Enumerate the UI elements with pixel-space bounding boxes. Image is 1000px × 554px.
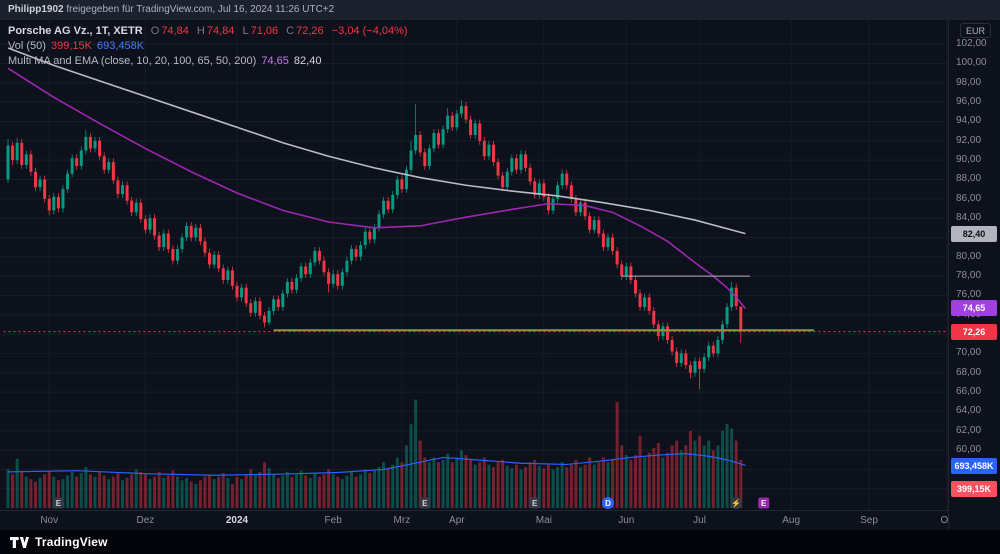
- price-tick-label: 68,00: [956, 366, 982, 378]
- ohlc-open-value: 74,84: [161, 25, 189, 37]
- price-tick-label: 78,00: [956, 270, 982, 282]
- volume-value: 399,15K: [50, 40, 92, 52]
- price-tick-label: 64,00: [956, 405, 982, 417]
- price-tick-label: 76,00: [956, 289, 982, 301]
- price-tick-label: 66,00: [956, 386, 982, 398]
- svg-text:D: D: [605, 499, 611, 508]
- volume-series: [6, 399, 743, 508]
- chart-pane[interactable]: E E E D ⚡ E Porsche AG Vz., 1T, XETR O 74,84 H…: [0, 20, 948, 510]
- svg-text:⚡: ⚡: [731, 498, 741, 508]
- ohlc-close-label: C: [286, 25, 295, 37]
- change-value: −3,04 (−4,04%): [331, 25, 408, 37]
- price-tick-label: 86,00: [956, 192, 982, 204]
- time-tick-label: Feb: [324, 515, 342, 526]
- time-tick-label: Nov: [40, 515, 59, 526]
- legend-volume-row: Vol (50) 399,15K 693,458K: [8, 39, 408, 54]
- timeline-event-marker[interactable]: D: [601, 497, 614, 509]
- ohlc-high-value: 74,84: [206, 25, 235, 37]
- price-axis-badge: 399,15K: [951, 481, 997, 498]
- price-tick-label: 60,00: [956, 444, 982, 456]
- multi-ma-title[interactable]: Multi MA and EMA (close, 10, 20, 100, 65…: [8, 55, 257, 67]
- price-plot[interactable]: E E E D ⚡ E: [0, 20, 948, 510]
- price-tick-label: 80,00: [956, 250, 982, 262]
- ma-200-line[interactable]: [7, 47, 746, 235]
- time-axis[interactable]: Nov Dez 2024 Feb Mrz Apr Mai Jun Jul Aug Sep Ok: [0, 510, 948, 530]
- timeline-event-marker[interactable]: E: [529, 497, 541, 509]
- ohlc-close-value: 72,26: [296, 25, 324, 37]
- price-axis-badge: 82,40: [951, 225, 997, 242]
- svg-text:E: E: [532, 499, 538, 508]
- tradingview-logo-icon[interactable]: [10, 536, 29, 549]
- time-tick-label: Mai: [535, 515, 552, 526]
- volume-ma-line[interactable]: [7, 452, 746, 476]
- price-tick-label: 98,00: [956, 76, 982, 88]
- banner-text: freigegeben für TradingView.com, Jul 16,…: [63, 4, 335, 15]
- time-tick-label: Aug: [782, 515, 801, 526]
- footer-bar: TradingView: [0, 530, 1000, 554]
- timeline-event-marker[interactable]: E: [419, 497, 431, 509]
- svg-text:E: E: [761, 499, 767, 508]
- price-axis-badge: 72,26: [951, 323, 997, 340]
- grid: [0, 20, 948, 510]
- price-tick-label: 94,00: [956, 115, 982, 127]
- time-tick-label: Jun: [618, 515, 635, 526]
- volume-indicator-title[interactable]: Vol (50): [8, 40, 46, 52]
- time-tick-label: Mrz: [393, 515, 411, 526]
- timeline-event-marker[interactable]: ⚡: [730, 497, 743, 509]
- multi-ma-line[interactable]: [7, 67, 746, 309]
- ohlc-low-value: 71,06: [250, 25, 279, 37]
- svg-text:E: E: [422, 499, 428, 508]
- price-axis-badge: 74,65: [951, 300, 997, 317]
- symbol-title[interactable]: Porsche AG Vz., 1T, XETR: [8, 25, 143, 37]
- price-tick-label: 90,00: [956, 154, 982, 166]
- svg-text:E: E: [56, 499, 62, 508]
- candlestick-series: [6, 100, 743, 390]
- legend-symbol-row: Porsche AG Vz., 1T, XETR O 74,84 H 74,84 L…: [8, 24, 408, 39]
- multi-ma-value-1: 74,65: [261, 55, 289, 67]
- currency-label: EUR: [960, 23, 992, 38]
- time-tick-label: Jul: [693, 515, 706, 526]
- time-tick-label: Ok: [940, 515, 949, 526]
- price-axis[interactable]: EUR 102,00 100,00 98,00 96,00 94,00 92,00 90,0…: [948, 20, 1000, 530]
- ohlc-high-label: H: [196, 25, 205, 37]
- legend-ma-row: Multi MA and EMA (close, 10, 20, 100, 65…: [8, 54, 408, 69]
- volume-ma-value: 693,458K: [97, 40, 145, 52]
- price-tick-label: 92,00: [956, 134, 982, 146]
- price-tick-label: 70,00: [956, 347, 982, 359]
- share-banner: Philipp1902 freigegeben für TradingView.…: [0, 0, 1000, 20]
- timeline-event-marker[interactable]: E: [52, 497, 64, 509]
- multi-ma-value-2: 82,40: [293, 55, 322, 67]
- price-tick-label: 100,00: [956, 57, 987, 69]
- timeline-event-marker[interactable]: E: [758, 497, 770, 509]
- ohlc-open-label: O: [150, 25, 160, 37]
- time-tick-label: Dez: [136, 515, 155, 526]
- time-tick-label: Sep: [860, 515, 878, 526]
- price-tick-label: 96,00: [956, 96, 982, 108]
- legend: Porsche AG Vz., 1T, XETR O 74,84 H 74,84 L…: [8, 24, 408, 69]
- tradingview-logo-text[interactable]: TradingView: [35, 535, 108, 549]
- time-tick-label: Apr: [449, 515, 465, 526]
- price-tick-label: 84,00: [956, 212, 982, 224]
- price-tick-label: 88,00: [956, 173, 982, 185]
- price-axis-badge: 693,458K: [951, 458, 997, 475]
- banner-username: Philipp1902: [8, 4, 64, 15]
- ohlc-low-label: L: [242, 25, 249, 37]
- time-tick-label: 2024: [225, 515, 249, 526]
- price-tick-label: 102,00: [956, 38, 987, 50]
- price-tick-label: 62,00: [956, 424, 982, 436]
